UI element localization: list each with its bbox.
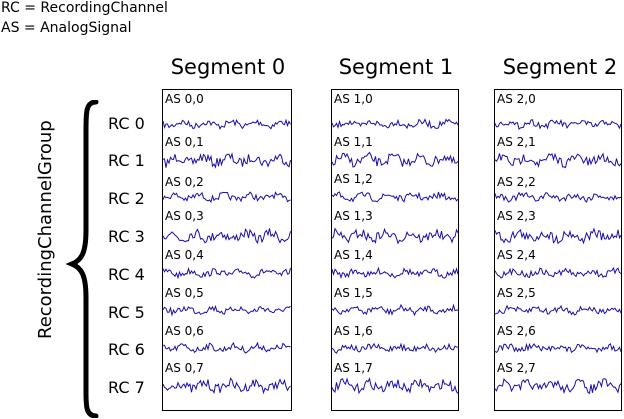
as-label-2-0: AS 2,0: [497, 92, 536, 106]
signal-trace-0-2: [163, 191, 291, 204]
as-label-1-5: AS 1,5: [334, 286, 373, 300]
segment-2-panel: AS 2,0 AS 2,1 AS 2,2 AS 2,3 AS 2,4 AS 2,…: [494, 89, 622, 411]
rc-label-1: RC 1: [108, 151, 145, 170]
rc-label-7: RC 7: [108, 378, 145, 397]
as-label-0-7: AS 0,7: [165, 361, 204, 375]
signal-trace-1-5: [332, 303, 458, 317]
segment-0-panel: AS 0,0 AS 0,1 AS 0,2 AS 0,3 AS 0,4 AS 0,…: [162, 89, 292, 411]
signal-trace-1-6: [332, 342, 458, 354]
legend-rc: RC = RecordingChannel: [1, 0, 168, 16]
as-label-2-3: AS 2,3: [497, 209, 536, 223]
signal-trace-1-2: [332, 191, 458, 203]
legend-as: AS = AnalogSignal: [1, 20, 132, 36]
signal-trace-2-1: [495, 152, 621, 169]
as-label-1-2: AS 1,2: [334, 172, 373, 186]
as-label-0-0: AS 0,0: [165, 92, 204, 106]
signal-trace-1-1: [332, 151, 458, 168]
as-label-1-7: AS 1,7: [334, 361, 373, 375]
as-label-0-3: AS 0,3: [165, 209, 204, 223]
recording-channel-group-label: RecordingChannelGroup: [35, 120, 56, 339]
as-label-0-5: AS 0,5: [165, 286, 204, 300]
signal-trace-0-5: [163, 304, 291, 317]
as-label-1-1: AS 1,1: [334, 135, 373, 149]
signal-trace-2-4: [495, 266, 621, 279]
segment-2-title: Segment 2: [502, 55, 618, 79]
signal-trace-0-0: [163, 118, 291, 131]
segment-1-panel: AS 1,0 AS 1,1 AS 1,2 AS 1,3 AS 1,4 AS 1,…: [331, 89, 459, 411]
signal-trace-1-7: [332, 377, 458, 395]
rc-label-5: RC 5: [108, 303, 145, 322]
signal-trace-2-3: [495, 227, 621, 245]
as-label-2-7: AS 2,7: [497, 361, 536, 375]
signal-trace-0-7: [163, 377, 291, 395]
signal-trace-0-3: [163, 228, 291, 245]
signal-trace-0-4: [163, 267, 291, 280]
signal-trace-2-6: [495, 342, 621, 354]
signal-trace-1-3: [332, 227, 458, 245]
group-brace: [66, 100, 99, 418]
as-label-2-4: AS 2,4: [497, 248, 536, 262]
as-label-0-2: AS 0,2: [165, 175, 204, 189]
signal-trace-2-0: [495, 118, 621, 130]
as-label-0-1: AS 0,1: [165, 135, 204, 149]
as-label-0-4: AS 0,4: [165, 248, 204, 262]
as-label-1-4: AS 1,4: [334, 248, 373, 262]
segment-0-title: Segment 0: [170, 55, 286, 79]
as-label-2-6: AS 2,6: [497, 324, 536, 338]
as-label-1-0: AS 1,0: [334, 92, 373, 106]
signal-trace-0-6: [163, 341, 291, 354]
signal-trace-2-2: [495, 191, 621, 203]
signal-trace-1-0: [332, 118, 458, 130]
signal-trace-0-1: [163, 152, 291, 169]
as-label-1-3: AS 1,3: [334, 209, 373, 223]
as-label-2-5: AS 2,5: [497, 286, 536, 300]
rc-label-3: RC 3: [108, 227, 145, 246]
as-label-2-1: AS 2,1: [497, 135, 536, 149]
segment-1-title: Segment 1: [338, 55, 454, 79]
rc-label-6: RC 6: [108, 340, 145, 359]
signal-trace-2-5: [495, 304, 621, 316]
as-label-2-2: AS 2,2: [497, 175, 536, 189]
rc-label-0: RC 0: [108, 114, 145, 133]
as-label-1-6: AS 1,6: [334, 324, 373, 338]
rc-label-4: RC 4: [108, 265, 145, 284]
as-label-0-6: AS 0,6: [165, 324, 204, 338]
rc-label-2: RC 2: [108, 189, 145, 208]
signal-trace-1-4: [332, 266, 458, 280]
signal-trace-2-7: [495, 377, 621, 395]
